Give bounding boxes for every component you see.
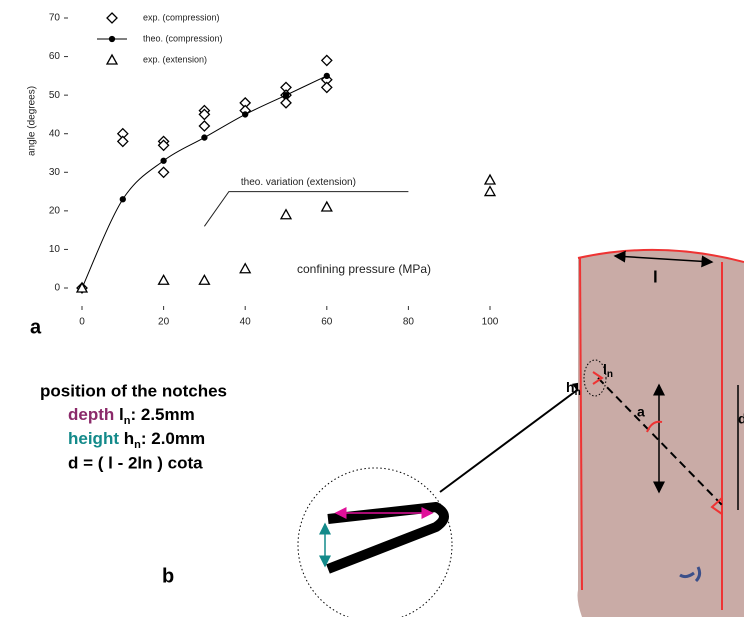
y-tick-label: 30 [49,167,61,178]
photo-label: d [738,411,744,427]
y-tick-label: 0 [54,283,60,294]
photo-label: l [653,267,658,286]
notches-title: position of the notches [40,381,227,400]
sub: n [124,415,131,427]
point [119,196,126,203]
annotation-line [203,191,409,227]
annotation: theo. variation (extension) [241,177,356,188]
point [483,185,497,197]
x-tick-label: 0 [79,317,85,328]
x-tick-label: 20 [158,317,170,328]
symbol: h [566,379,575,395]
specimen [577,248,744,617]
x-tick-label: 40 [240,317,252,328]
point [239,262,252,274]
point [198,120,211,132]
symbol: l [603,361,607,377]
x-tick-label: 60 [321,317,333,328]
formula: d = ( l - 2ln ) cota [68,453,203,472]
y-tick-label: 10 [49,244,61,255]
point [320,54,333,67]
y-tick-label: 60 [49,51,61,62]
point [75,281,89,293]
y-tick-label: 50 [49,90,61,101]
legend-label: exp. (extension) [143,54,207,64]
point [483,173,497,185]
photo-label: a [637,404,645,420]
rest: : 2.5mm [130,405,194,424]
depth-line: depth ln: 2.5mm [68,405,195,426]
point [282,91,290,99]
panel-label: a [30,316,42,338]
sub: n [607,369,613,380]
legend-label: theo. (compression) [143,33,223,43]
legend-marker [108,35,116,43]
y-tick-label: 20 [49,205,61,216]
point [320,200,333,212]
sub: n [575,387,581,398]
chart: 0 10 20 30 40 50 60 70 0 20 40 60 80 100 exp. (compres… [49,12,499,328]
zoom-arrow [439,380,590,493]
legend-marker [106,12,118,24]
point [242,111,249,118]
x-tick-label: 80 [403,317,415,328]
y-axis-label: angle (degrees) [27,86,38,156]
point [157,166,170,179]
symbol: h [124,429,134,448]
sub: n [134,439,141,451]
point [279,208,293,220]
photo-label: hn [566,379,581,398]
notch-shape [326,502,449,574]
legend-marker [105,53,119,65]
symbol: l [119,405,124,424]
x-axis-label: confining pressure (MPa) [297,262,431,276]
legend-label: exp. (compression) [143,12,220,22]
point [201,134,208,141]
point [157,273,170,285]
point [198,108,211,121]
point [160,157,167,164]
point [157,139,170,152]
point [320,81,333,94]
panel-label: b [162,565,174,587]
height-line: height hn: 2.0mm [68,429,205,450]
word: height [68,429,119,448]
y-tick-label: 70 [49,13,61,24]
x-tick-label: 100 [482,317,499,328]
point [280,96,292,109]
point [198,273,211,285]
point [323,72,330,80]
y-tick-label: 40 [49,128,61,139]
point [116,135,129,148]
photo-label: ln [603,361,613,380]
zoom-circle [297,467,453,617]
rest: : 2.0mm [141,429,205,448]
word: depth [68,405,114,424]
